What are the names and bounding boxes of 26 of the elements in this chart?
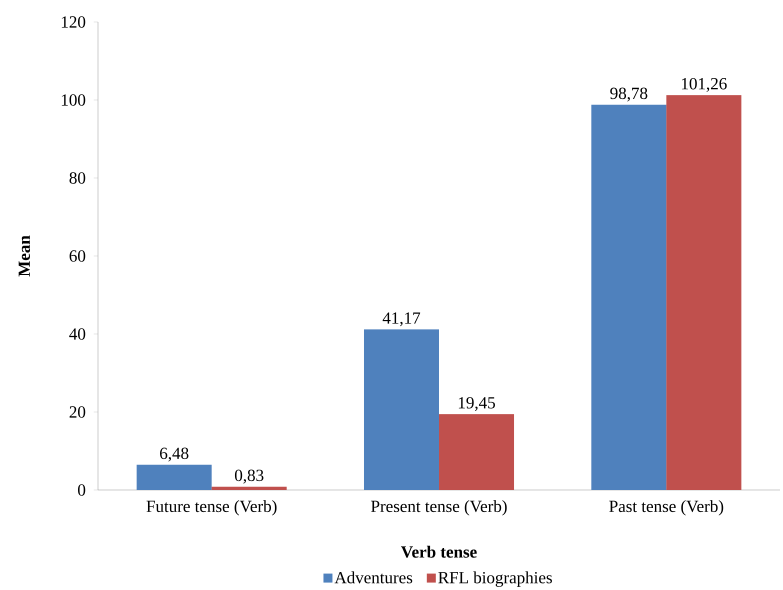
data-label: 19,45	[458, 397, 495, 411]
data-label: 101,26	[682, 78, 727, 92]
x-axis-title: Verb tense	[401, 546, 477, 558]
bar	[439, 414, 514, 490]
data-label: 0,83	[234, 470, 264, 484]
y-tick-label: 100	[62, 94, 86, 106]
y-tick-label: 40	[69, 328, 86, 340]
y-tick-label: 120	[62, 16, 86, 28]
y-tick-label: 0	[78, 484, 86, 496]
data-label: 98,78	[610, 88, 648, 102]
x-tick-label: Present tense (Verb)	[371, 500, 507, 516]
y-tick-label: 80	[70, 172, 86, 184]
y-tick-label: 20	[70, 406, 86, 418]
legend-label: Adventures	[334, 571, 412, 584]
y-tick-label: 60	[70, 250, 86, 262]
data-label: 41,17	[382, 312, 420, 326]
x-tick-label: Past tense (Verb)	[609, 500, 724, 516]
bar	[136, 464, 212, 490]
bar	[591, 104, 666, 490]
data-label: 6,48	[160, 448, 188, 462]
bar	[364, 329, 440, 490]
legend-label: RFL biographies	[438, 571, 552, 587]
x-tick-label: Future tense (Verb)	[146, 500, 277, 516]
bar	[666, 95, 742, 490]
bar	[212, 486, 287, 490]
y-axis-title: Mean	[18, 235, 30, 276]
